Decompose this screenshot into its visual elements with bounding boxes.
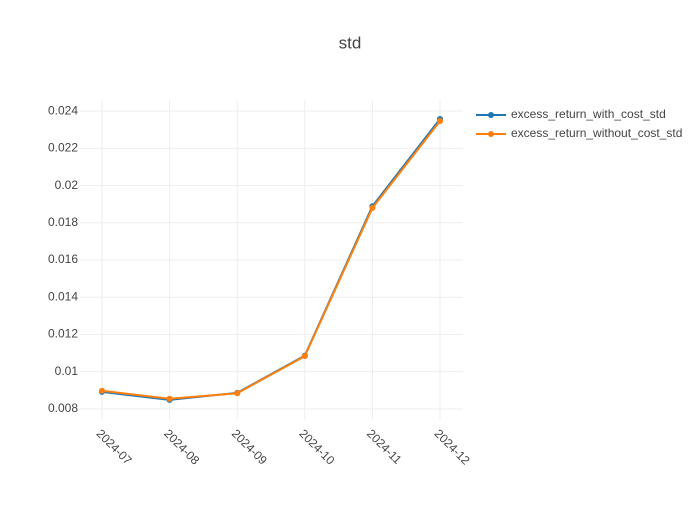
series-line (101, 120, 441, 400)
x-tick-label: 2024-09 (229, 426, 270, 467)
data-point (234, 390, 241, 397)
legend-marker (488, 112, 494, 118)
x-tick-label: 2024-11 (364, 426, 405, 467)
y-tick-label: 0.014 (48, 289, 78, 303)
data-point (99, 387, 105, 394)
y-tick-label: 0.01 (55, 364, 79, 378)
data-point (369, 204, 376, 211)
x-tick-label: 2024-12 (432, 426, 473, 467)
y-tick-label: 0.024 (48, 103, 78, 117)
x-tick-label: 2024-07 (94, 426, 135, 467)
chart-title: std (339, 33, 362, 52)
legend-marker (488, 131, 494, 137)
y-tick-label: 0.008 (48, 401, 78, 415)
y-tick-label: 0.022 (48, 141, 78, 155)
x-tick-label: 2024-10 (296, 426, 337, 467)
y-tick-label: 0.02 (55, 178, 79, 192)
data-point (166, 395, 173, 402)
series-line (101, 118, 441, 401)
data-point (437, 118, 443, 125)
legend-label: excess_return_without_cost_std (511, 126, 682, 140)
y-tick-label: 0.012 (48, 327, 78, 341)
y-tick-label: 0.018 (48, 215, 78, 229)
legend-label: excess_return_with_cost_std (511, 107, 666, 121)
y-tick-label: 0.016 (48, 252, 78, 266)
data-point (301, 353, 308, 360)
grid (80, 100, 463, 420)
x-tick-label: 2024-08 (161, 426, 202, 467)
